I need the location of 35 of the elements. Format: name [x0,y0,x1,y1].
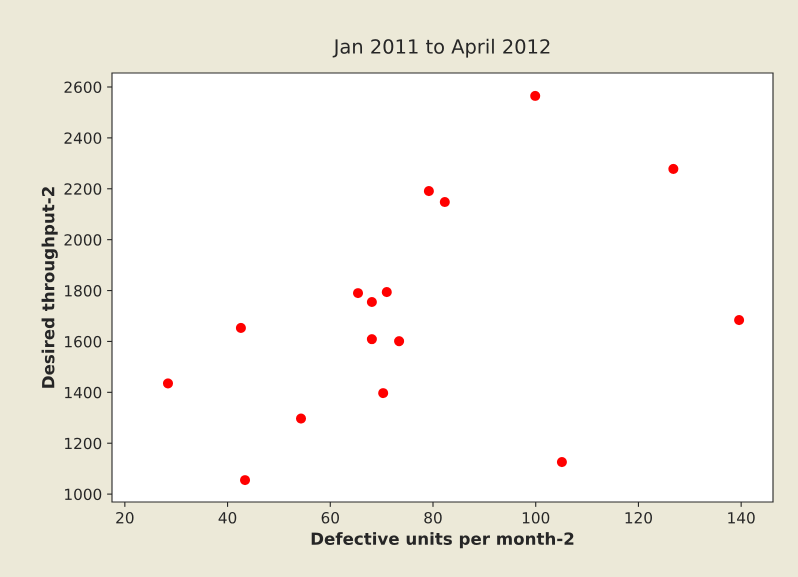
point [734,315,744,326]
x-tick-label: 20 [116,512,134,524]
point [530,90,540,101]
point [556,457,567,468]
x-tick-label: 80 [424,512,442,524]
x-tick-label: 120 [626,512,652,524]
y-tick-label: 2000 [64,234,102,246]
x-tick-label: 140 [728,512,755,524]
point [378,388,388,398]
y-tick-label: 2200 [64,183,102,195]
y-tick-label: 1200 [65,438,102,450]
point [236,322,246,333]
y-tick-label: 1000 [65,488,102,500]
y-tick-label: 2600 [64,81,102,94]
y-tick-label: 2400 [64,132,102,144]
y-axis-title: Desired throughput-2 [42,187,58,388]
point [668,164,678,174]
y-tick-label: 1400 [65,386,102,398]
x-tick-label: 60 [322,512,339,524]
point [162,378,174,388]
point [440,196,450,208]
point [366,334,377,344]
point [382,287,392,298]
x-tick-label: 100 [522,512,550,524]
x-axis-title: Defective units per month-2 [312,532,574,548]
point [424,186,434,196]
y-tick-label: 1800 [65,285,102,297]
point [394,336,404,346]
point [296,414,306,424]
chart-title: Jan 2011 to April 2012 [332,38,550,58]
point [366,296,377,308]
point [240,475,250,486]
point [352,288,364,298]
y-tick-label: 1600 [65,336,102,348]
x-tick-label: 40 [218,512,236,524]
